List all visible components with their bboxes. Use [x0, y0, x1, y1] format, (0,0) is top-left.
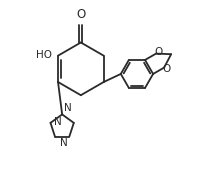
- Text: O: O: [76, 8, 85, 21]
- Text: O: O: [154, 47, 162, 57]
- Text: HO: HO: [36, 50, 51, 60]
- Text: N: N: [60, 138, 67, 148]
- Text: O: O: [162, 64, 170, 74]
- Text: N: N: [64, 103, 72, 113]
- Text: N: N: [54, 117, 61, 127]
